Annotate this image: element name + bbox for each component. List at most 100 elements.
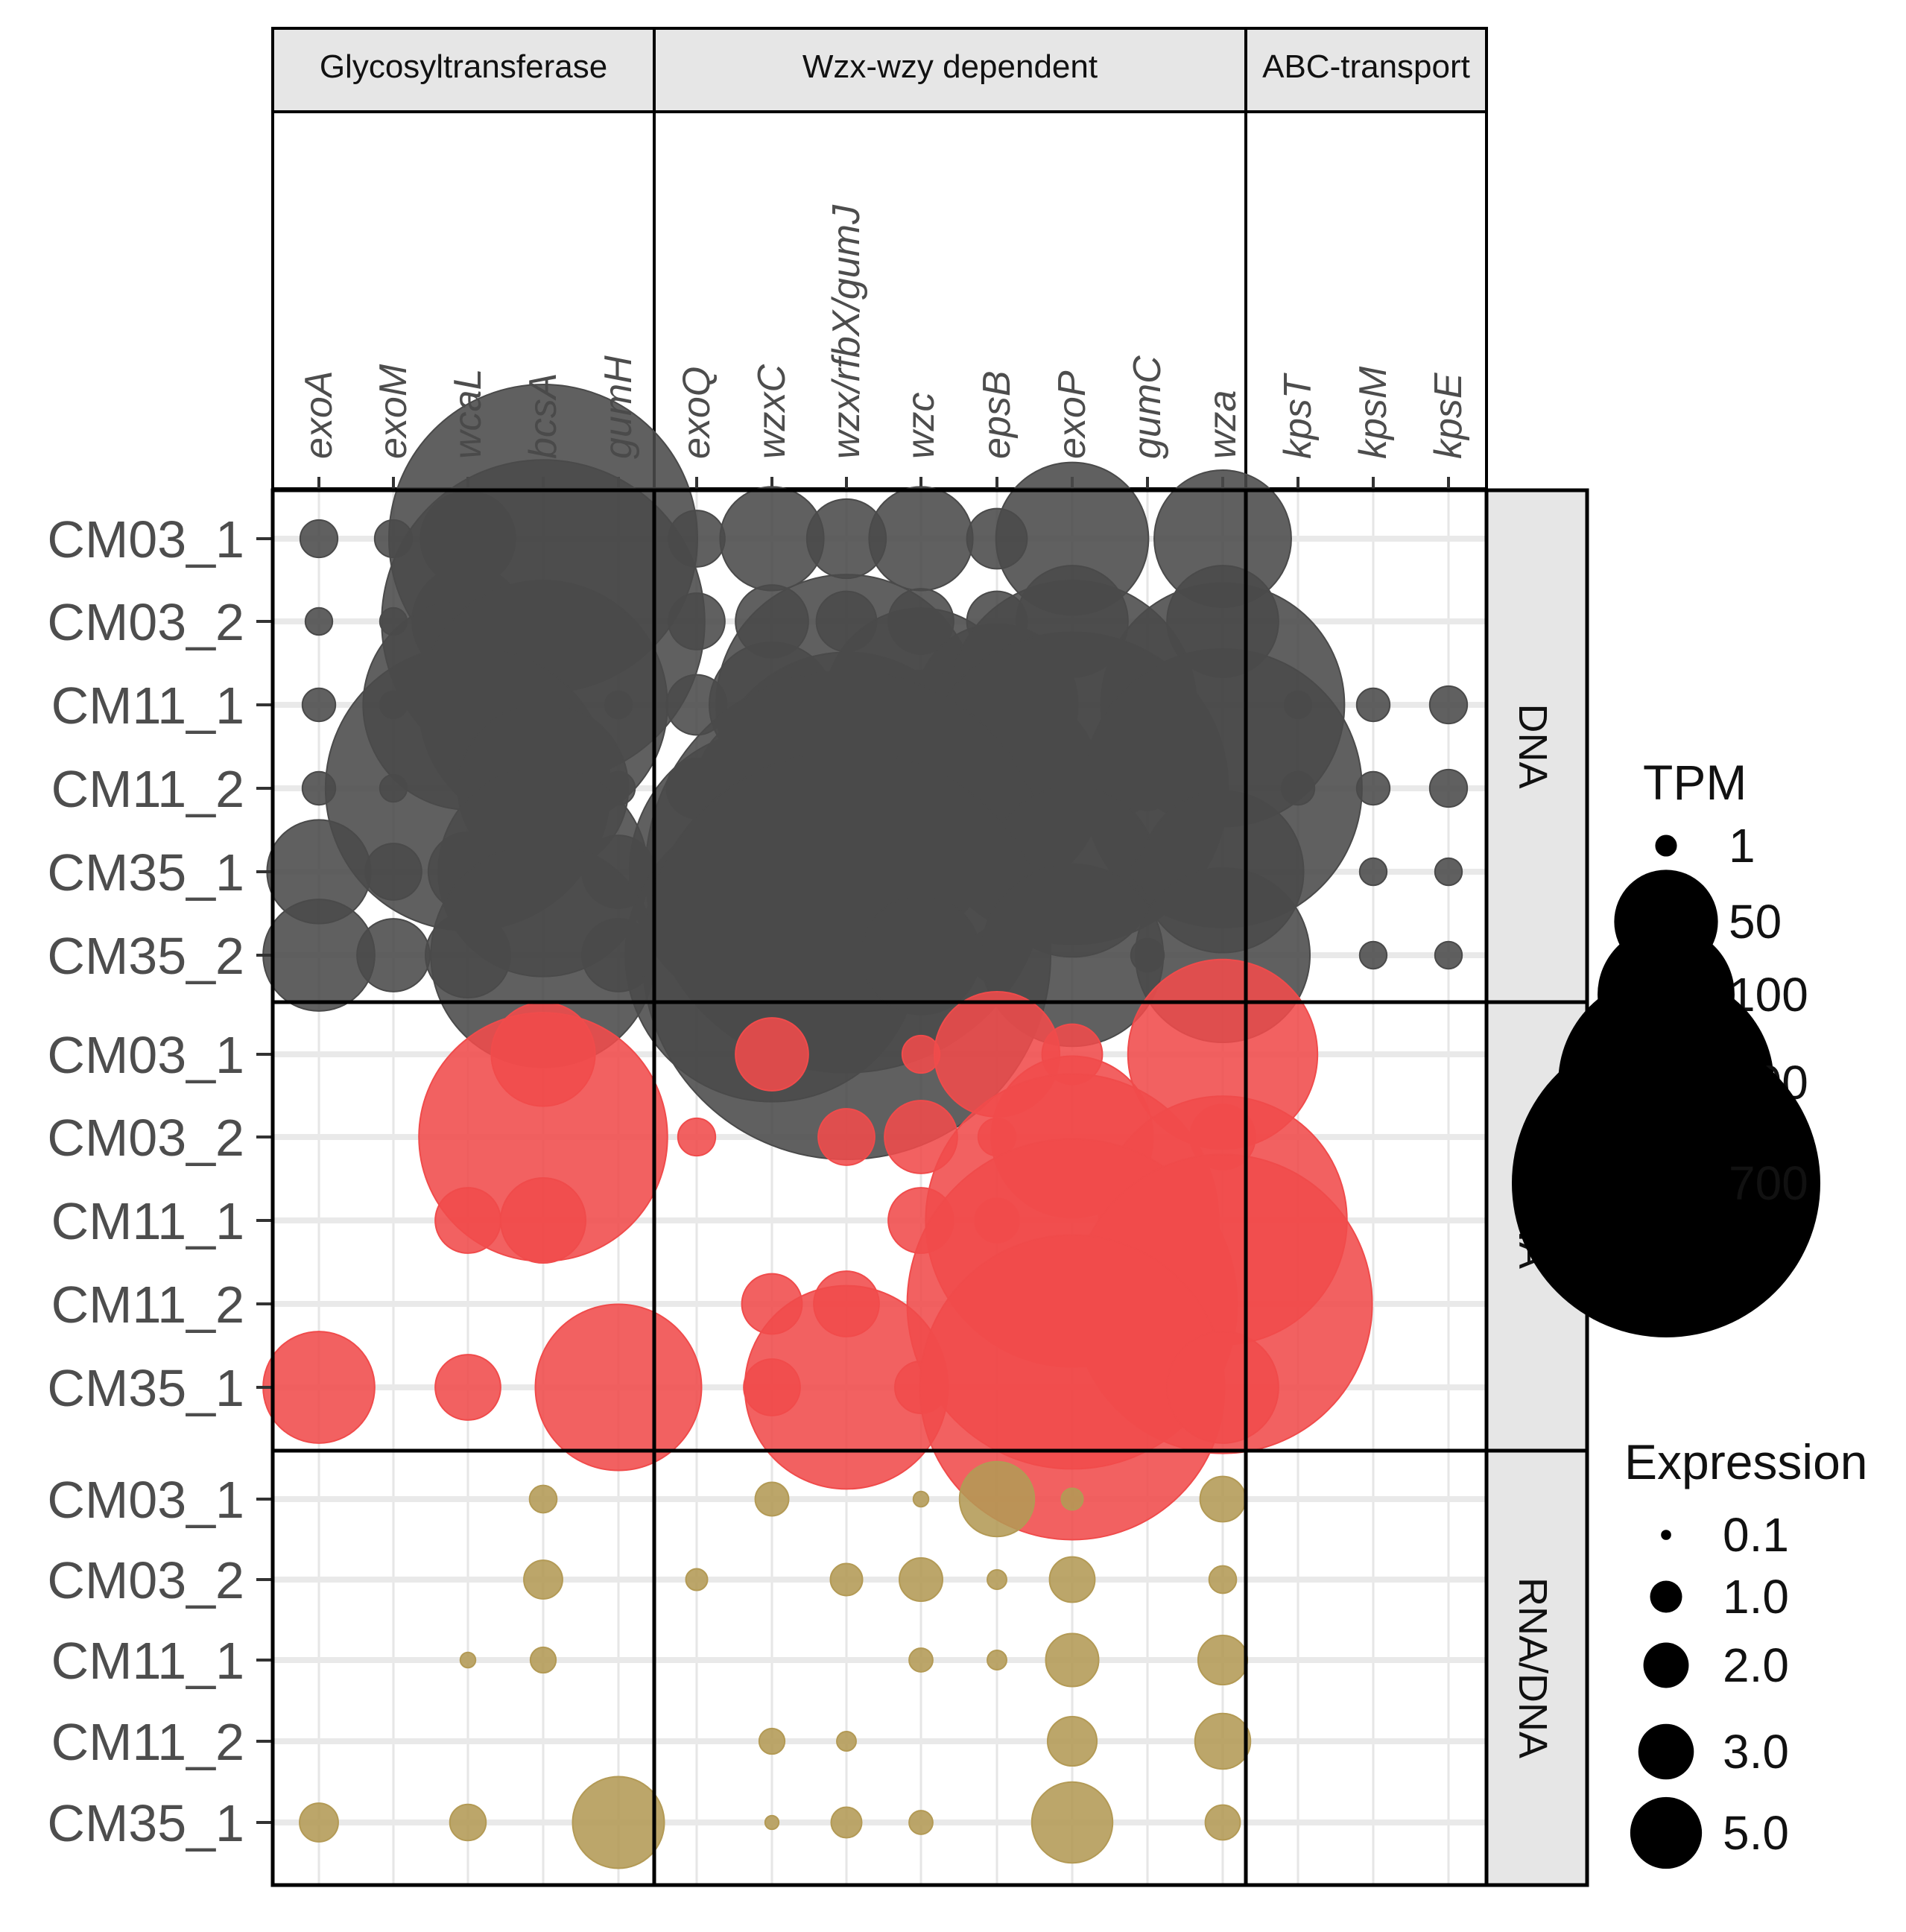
data-point xyxy=(1358,857,1388,887)
group-header-label: Wzx-wzy dependent xyxy=(802,48,1098,85)
row-label: CM11_1 xyxy=(51,677,244,735)
data-point xyxy=(1045,1632,1100,1688)
legend-key-expression xyxy=(1643,1642,1689,1688)
data-point xyxy=(364,843,422,901)
gene-label: wza xyxy=(1201,390,1244,459)
legend-label-expression: 0.1 xyxy=(1723,1508,1789,1562)
data-point xyxy=(434,1354,501,1421)
group-header-strip xyxy=(653,27,1247,113)
data-point xyxy=(1048,1556,1096,1603)
legend-key-tpm xyxy=(1511,1028,1821,1338)
data-point xyxy=(908,1810,934,1835)
data-point xyxy=(299,1802,339,1843)
legend-title-expression: Expression xyxy=(1624,1434,1868,1489)
group-header-label: Glycosyltransferase xyxy=(320,48,607,85)
data-point xyxy=(735,1017,809,1092)
data-point xyxy=(1428,768,1469,808)
data-point xyxy=(356,918,431,992)
data-point xyxy=(958,1460,1036,1538)
gene-label: wzx/rfbX/gumJ xyxy=(825,204,868,459)
legend-label-expression: 3.0 xyxy=(1723,1725,1789,1779)
data-point xyxy=(899,1557,943,1602)
data-point xyxy=(499,1176,587,1264)
data-point xyxy=(1204,1804,1241,1841)
data-point xyxy=(523,1559,563,1600)
data-point xyxy=(534,1303,703,1472)
data-point xyxy=(1208,1565,1238,1594)
gene-label: kpsM xyxy=(1352,366,1395,459)
data-point xyxy=(262,1331,376,1444)
legend-label-expression: 1.0 xyxy=(1723,1570,1789,1624)
gene-label: kpsE xyxy=(1427,372,1470,459)
data-point xyxy=(1355,687,1391,723)
legend-label-expression: 5.0 xyxy=(1723,1806,1789,1860)
legend-key-expression xyxy=(1630,1796,1703,1869)
data-point xyxy=(754,1481,790,1517)
data-point xyxy=(1434,940,1463,970)
legend-key-expression xyxy=(1650,1580,1682,1613)
data-point xyxy=(1434,857,1463,887)
data-point xyxy=(817,1108,876,1166)
row-label: CM11_2 xyxy=(51,1713,244,1771)
row-label: CM11_1 xyxy=(51,1192,244,1250)
data-point xyxy=(677,1117,717,1157)
data-point xyxy=(868,486,974,592)
data-point xyxy=(1060,1487,1084,1511)
legend-key-expression xyxy=(1661,1530,1671,1540)
legend-label-tpm: 50 xyxy=(1729,895,1782,948)
data-point xyxy=(604,690,633,720)
legend-key-expression xyxy=(1638,1723,1694,1780)
data-point xyxy=(829,1562,864,1597)
facet-strip-label: RNA/DNA xyxy=(1510,1577,1555,1758)
gene-label: exoP xyxy=(1051,370,1094,459)
facet-strip-label: DNA xyxy=(1510,703,1555,788)
legend-title-tpm: TPM xyxy=(1643,755,1747,810)
data-point xyxy=(529,1646,557,1674)
data-point xyxy=(1199,1475,1247,1523)
data-point xyxy=(434,1187,501,1254)
data-point xyxy=(1355,770,1391,806)
data-point xyxy=(301,687,337,723)
data-point xyxy=(1358,940,1388,970)
row-label: CM03_1 xyxy=(47,1471,244,1529)
row-label: CM35_1 xyxy=(47,1359,244,1417)
data-point xyxy=(449,1803,487,1842)
data-point xyxy=(912,1490,930,1508)
gene-label: exoQ xyxy=(675,367,718,459)
group-header-label: ABC-transport xyxy=(1262,48,1470,85)
row-label: CM11_2 xyxy=(51,760,244,818)
row-label: CM03_2 xyxy=(47,593,244,651)
row-label: CM03_2 xyxy=(47,1551,244,1609)
row-label: CM03_1 xyxy=(47,1026,244,1084)
data-point xyxy=(1166,1331,1279,1444)
data-point xyxy=(304,606,334,636)
legend-key-tpm xyxy=(1655,834,1677,857)
data-point xyxy=(1197,1634,1249,1686)
gene-label: exoM xyxy=(372,364,415,459)
data-point xyxy=(987,1650,1007,1670)
data-point xyxy=(685,1568,709,1591)
data-point xyxy=(572,1776,665,1869)
data-point xyxy=(764,1814,780,1831)
data-point xyxy=(1428,685,1469,725)
gene-label: epsB xyxy=(975,370,1019,459)
facet-strip xyxy=(1484,1448,1589,1887)
gene-label: wzc xyxy=(899,392,943,459)
row-label: CM03_1 xyxy=(47,510,244,568)
data-point xyxy=(830,1806,863,1839)
row-label: CM35_2 xyxy=(47,927,244,985)
data-point xyxy=(861,895,981,1016)
row-label: CM35_1 xyxy=(47,1794,244,1852)
data-point xyxy=(758,1727,786,1755)
row-label: CM11_1 xyxy=(51,1632,244,1690)
data-point xyxy=(836,1731,857,1752)
row-label: CM11_2 xyxy=(51,1276,244,1334)
gene-label: kpsT xyxy=(1276,373,1320,459)
data-point xyxy=(987,1569,1007,1590)
data-point xyxy=(1280,770,1316,806)
legend-label-tpm: 700 xyxy=(1729,1156,1808,1210)
row-label: CM35_1 xyxy=(47,843,244,902)
facet-strip xyxy=(1484,488,1589,1004)
data-point xyxy=(299,519,339,559)
